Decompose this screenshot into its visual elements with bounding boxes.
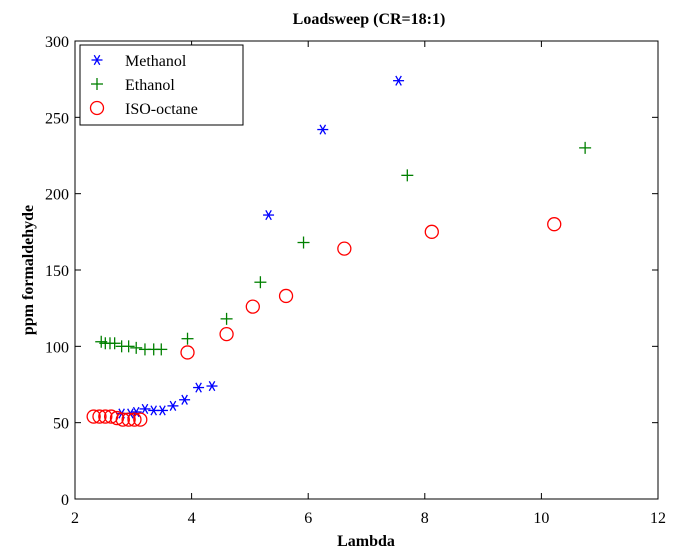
data-point-iso-octane <box>127 412 142 427</box>
data-point-iso-octane <box>133 412 148 427</box>
data-point-methanol <box>179 394 191 405</box>
legend-marker-methanol <box>91 54 103 66</box>
data-point-ethanol <box>130 341 143 354</box>
data-point-iso-octane <box>92 409 107 424</box>
data-point-ethanol <box>122 340 135 353</box>
data-point-iso-octane <box>121 412 136 427</box>
data-point-iso-octane <box>98 409 113 424</box>
legend-box <box>79 44 244 126</box>
data-point-ethanol <box>155 343 168 356</box>
y-axis: 0 50 100 150 200 250 300 <box>45 34 658 509</box>
legend-label: ISO-octane <box>125 101 198 118</box>
data-point-methanol <box>317 124 329 135</box>
data-point-methanol <box>139 403 151 415</box>
x-tick-label: 2 <box>71 510 79 527</box>
legend-label: Methanol <box>125 53 187 70</box>
data-point-ethanol <box>401 169 414 182</box>
data-point-methanol <box>263 209 275 221</box>
data-point-ethanol <box>181 332 194 345</box>
x-tick-label: 12 <box>650 510 666 527</box>
x-tick-label: 6 <box>304 510 312 527</box>
x-axis: 2 4 6 8 10 12 <box>71 41 666 527</box>
data-point-methanol <box>156 405 168 416</box>
y-tick-label: 150 <box>45 263 69 280</box>
y-tick-label: 50 <box>53 416 69 433</box>
legend: Methanol Ethanol ISO-octane <box>79 44 244 126</box>
data-point-iso-octane <box>424 224 439 239</box>
data-point-methanol <box>167 400 179 411</box>
data-point-iso-octane <box>219 326 234 342</box>
data-point-methanol <box>206 380 218 392</box>
y-tick-label: 200 <box>45 187 69 204</box>
data-point-iso-octane <box>547 217 562 232</box>
data-point-iso-octane <box>245 299 260 314</box>
x-tick-label: 10 <box>533 510 549 527</box>
data-point-methanol <box>130 406 142 418</box>
legend-marker-ethanol <box>91 78 103 90</box>
data-point-iso-octane <box>337 241 352 256</box>
x-tick-label: 4 <box>188 510 196 527</box>
data-point-iso-octane <box>109 410 125 426</box>
data-point-ethanol <box>579 141 592 154</box>
chart-title: Loadsweep (CR=18:1) <box>293 11 446 28</box>
y-axis-label: ppm formaldehyde <box>20 205 37 335</box>
data-point-ethanol <box>108 337 121 350</box>
x-axis-label: Lambda <box>337 533 395 548</box>
data-point-iso-octane <box>115 412 130 427</box>
data-point-ethanol <box>254 276 267 289</box>
legend-marker-iso-octane <box>89 100 105 116</box>
y-tick-label: 250 <box>45 110 69 127</box>
data-marks <box>86 75 592 427</box>
y-tick-label: 300 <box>45 34 69 51</box>
data-point-methanol <box>393 75 405 86</box>
legend-label: Ethanol <box>125 77 175 94</box>
data-point-ethanol <box>297 236 310 249</box>
data-point-methanol <box>193 382 205 393</box>
x-tick-label: 8 <box>421 510 429 527</box>
data-point-iso-octane <box>278 288 294 304</box>
data-point-iso-octane <box>180 345 195 360</box>
data-point-ethanol <box>220 312 233 325</box>
y-tick-label: 100 <box>45 339 69 356</box>
y-tick-label: 0 <box>61 492 69 509</box>
data-point-iso-octane <box>86 409 101 424</box>
